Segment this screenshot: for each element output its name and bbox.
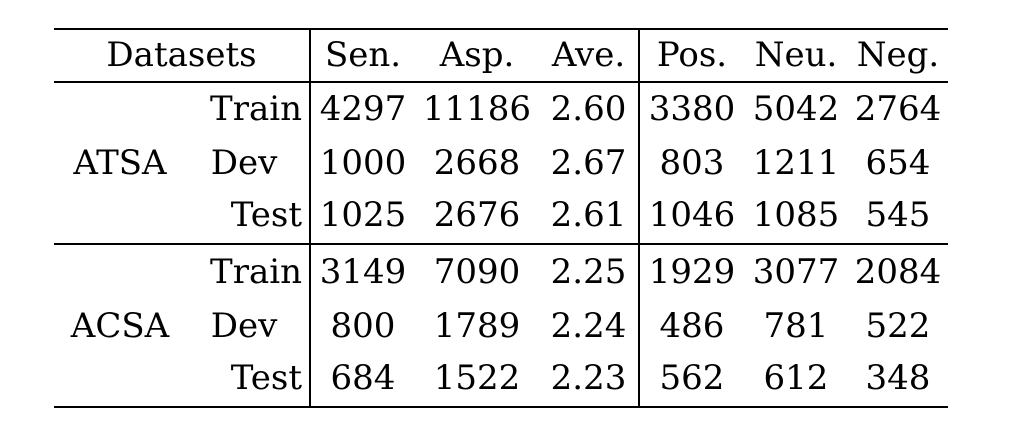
table-cell: 3149 [319,252,407,292]
table-cell: 3077 [752,252,840,292]
table-cell: 3380 [648,89,736,129]
table-cell: 545 [865,195,931,235]
table-cell: 562 [659,358,725,398]
table-cell: 5042 [752,89,840,129]
header-neg: Neg. [856,35,940,75]
table-cell: 2.23 [550,358,627,398]
split-label: Test [230,195,302,235]
table-cell: 781 [763,306,829,346]
table-cell: 803 [659,143,725,183]
table-cell: 1085 [752,195,840,235]
group-label-atsa: ATSA [73,143,167,183]
table-cell: 486 [659,306,725,346]
table-cell: 1522 [433,358,521,398]
table-cell: 612 [763,358,829,398]
split-label: Dev [210,306,278,346]
group-label-acsa: ACSA [70,306,170,346]
table-cell: 654 [865,143,931,183]
vertical-rule-datasets [309,28,311,408]
header-datasets: Datasets [106,35,257,75]
table-cell: 1025 [319,195,407,235]
table-cell: 684 [330,358,396,398]
table-cell: 2676 [433,195,521,235]
table-cell: 1211 [752,143,840,183]
table-cell: 2.25 [550,252,627,292]
top-rule [54,28,948,30]
table-cell: 2764 [854,89,942,129]
header-neu: Neu. [754,35,838,75]
header-rule [54,81,948,83]
dataset-statistics-table: Datasets Sen. Asp. Ave. Pos. Neu. Neg. A… [54,28,948,408]
table-cell: 2084 [854,252,942,292]
table-cell: 522 [865,306,931,346]
split-label: Test [230,358,302,398]
header-pos: Pos. [656,35,728,75]
vertical-rule-stats [638,28,640,408]
table-cell: 1789 [433,306,521,346]
header-sen: Sen. [324,35,402,75]
table-cell: 1000 [319,143,407,183]
table-cell: 2.67 [550,143,627,183]
table-cell: 1046 [648,195,736,235]
table-cell: 800 [330,306,396,346]
table-cell: 2.24 [550,306,627,346]
table-cell: 2.60 [550,89,627,129]
table-cell: 1929 [648,252,736,292]
header-ave: Ave. [551,35,626,75]
table-cell: 11186 [422,89,532,129]
split-label: Train [210,252,302,292]
group-rule [54,243,948,245]
table-cell: 7090 [433,252,521,292]
table-cell: 4297 [319,89,407,129]
split-label: Train [210,89,302,129]
table-cell: 348 [865,358,931,398]
table-cell: 2668 [433,143,521,183]
bottom-rule [54,406,948,408]
header-asp: Asp. [439,35,515,75]
split-label: Dev [210,143,278,183]
table-cell: 2.61 [550,195,627,235]
